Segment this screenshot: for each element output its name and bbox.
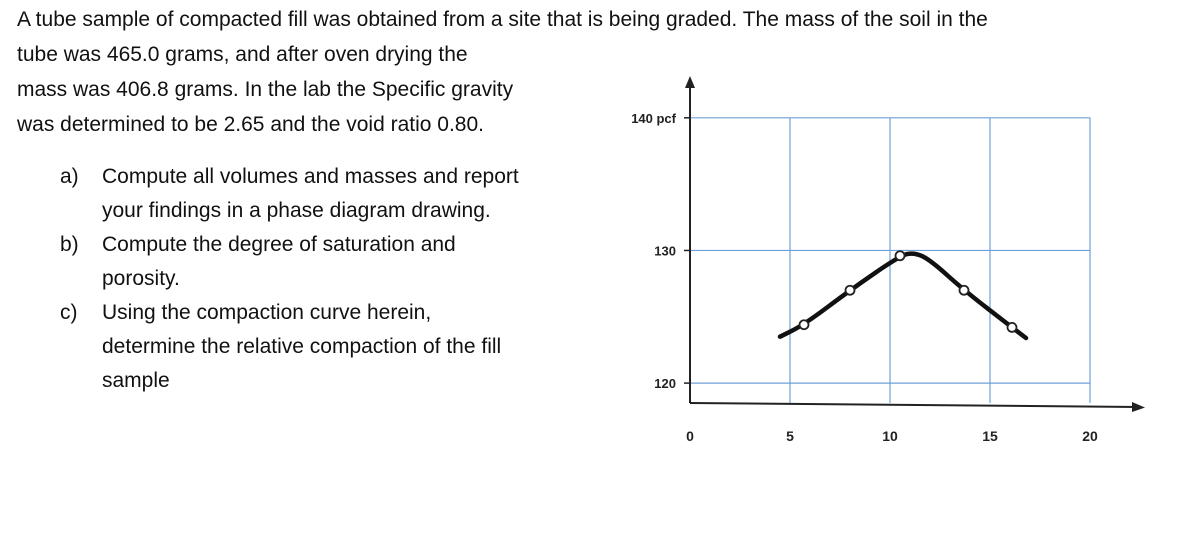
question-b: b) Compute the degree of saturation and bbox=[60, 228, 456, 262]
question-b-line-1: Compute the degree of saturation and bbox=[102, 233, 456, 256]
question-a-line-1: Compute all volumes and masses and repor… bbox=[102, 165, 519, 188]
x-tick-label-3: 15 bbox=[982, 428, 998, 444]
y-tick-label-1: 130 bbox=[654, 243, 676, 258]
question-c-line-3: sample bbox=[102, 369, 170, 392]
question-c-line-2: determine the relative compaction of the… bbox=[102, 335, 502, 358]
y-axis-arrow-icon bbox=[685, 76, 695, 88]
problem-line-2: tube was 465.0 grams, and after oven dry… bbox=[17, 43, 468, 66]
y-tick-label-0: 120 bbox=[654, 376, 676, 391]
data-point-0 bbox=[798, 319, 810, 331]
problem-line-3: mass was 406.8 grams. In the lab the Spe… bbox=[17, 78, 514, 101]
data-point-4 bbox=[1006, 321, 1018, 333]
y-tick-label-2: 140 pcf bbox=[631, 111, 676, 126]
compaction-curve-line bbox=[777, 251, 1029, 341]
data-point-2 bbox=[894, 250, 906, 262]
question-c-label: c) bbox=[60, 301, 78, 324]
question-c: c) Using the compaction curve herein, bbox=[60, 296, 431, 330]
x-tick-label-2: 10 bbox=[882, 428, 898, 444]
question-a-label: a) bbox=[60, 165, 79, 188]
x-tick-label-4: 20 bbox=[1082, 428, 1098, 444]
data-point-1 bbox=[844, 284, 856, 296]
data-point-3 bbox=[958, 284, 970, 296]
x-axis-line bbox=[689, 402, 1139, 408]
question-a-line-2: your findings in a phase diagram drawing… bbox=[102, 199, 491, 222]
problem-line-4: was determined to be 2.65 and the void r… bbox=[17, 113, 484, 136]
x-axis-arrow-icon bbox=[1132, 402, 1145, 412]
problem-line-1: A tube sample of compacted fill was obta… bbox=[17, 8, 988, 31]
compaction-curve-chart: 120 130 140 pcf 0 5 10 15 20 bbox=[631, 76, 1145, 444]
question-b-line-2: porosity. bbox=[102, 267, 180, 290]
question-b-label: b) bbox=[60, 233, 79, 256]
x-tick-label-1: 5 bbox=[786, 428, 794, 444]
question-c-line-1: Using the compaction curve herein, bbox=[102, 301, 432, 324]
x-tick-label-0: 0 bbox=[686, 428, 694, 444]
question-a: a) Compute all volumes and masses and rep… bbox=[60, 160, 519, 194]
